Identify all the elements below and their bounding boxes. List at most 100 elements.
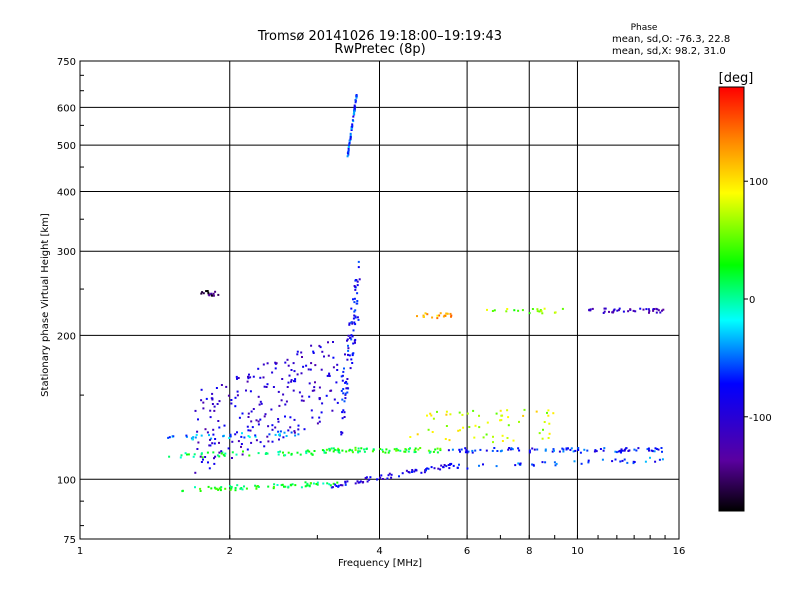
data-point	[346, 378, 349, 380]
data-point	[546, 411, 548, 414]
data-point	[351, 126, 354, 129]
data-point	[245, 389, 247, 392]
data-point	[622, 310, 625, 313]
data-point	[547, 414, 550, 417]
data-point	[473, 436, 476, 439]
data-point	[310, 362, 313, 365]
data-point	[439, 468, 442, 471]
data-point	[358, 278, 361, 281]
data-point	[284, 415, 286, 418]
data-point	[308, 395, 311, 398]
data-point	[272, 487, 275, 490]
data-point	[561, 447, 564, 450]
data-point	[507, 424, 510, 427]
data-point	[436, 447, 439, 450]
data-point	[202, 407, 205, 410]
data-point	[280, 484, 283, 487]
data-point	[229, 485, 231, 488]
data-point	[205, 397, 208, 400]
data-point	[536, 308, 539, 311]
data-point	[352, 298, 354, 301]
data-point	[231, 440, 234, 443]
data-point	[506, 437, 509, 439]
data-point	[210, 437, 213, 440]
data-point	[316, 422, 319, 425]
data-point	[580, 462, 583, 465]
data-point	[553, 449, 555, 452]
data-point	[500, 449, 503, 452]
data-point	[356, 300, 359, 302]
data-point	[294, 378, 297, 381]
data-point	[321, 449, 324, 452]
data-point	[462, 426, 465, 429]
data-point	[458, 463, 460, 466]
data-point	[247, 416, 250, 418]
data-point	[287, 451, 290, 454]
data-point	[357, 447, 360, 450]
data-point	[330, 486, 333, 489]
data-point	[393, 448, 396, 451]
data-point	[239, 487, 242, 490]
data-point	[307, 368, 310, 371]
data-point	[328, 449, 331, 452]
data-point	[342, 388, 345, 390]
data-point	[619, 460, 622, 463]
data-point	[289, 483, 292, 486]
data-point	[433, 467, 436, 470]
data-point	[536, 310, 539, 313]
data-point	[637, 447, 640, 450]
data-point	[290, 452, 293, 455]
data-point	[347, 153, 350, 156]
data-point	[279, 430, 282, 433]
data-point	[656, 308, 659, 311]
data-point	[347, 349, 350, 352]
data-point	[344, 397, 347, 400]
data-point	[577, 447, 580, 449]
data-point	[349, 137, 352, 140]
data-point	[552, 448, 555, 451]
data-point	[411, 469, 414, 471]
data-point	[349, 448, 351, 451]
data-point	[408, 471, 411, 474]
data-point	[333, 448, 336, 451]
data-point	[313, 386, 316, 389]
data-point	[350, 307, 353, 310]
data-point	[266, 362, 269, 365]
data-point	[493, 447, 496, 449]
data-point	[296, 350, 299, 353]
data-point	[387, 451, 390, 454]
data-point	[196, 430, 199, 433]
data-point	[207, 461, 209, 464]
data-point	[492, 435, 494, 438]
data-point	[501, 440, 504, 442]
data-point	[168, 436, 171, 439]
data-point	[414, 468, 417, 471]
data-point	[395, 447, 398, 450]
data-point	[450, 315, 452, 318]
data-point	[281, 483, 284, 486]
data-point	[539, 309, 542, 311]
data-point	[652, 308, 655, 311]
data-point	[277, 453, 280, 456]
data-point	[350, 338, 353, 341]
data-point	[250, 441, 253, 444]
data-point	[547, 437, 550, 439]
data-point	[350, 334, 353, 337]
data-point	[528, 451, 531, 454]
data-point	[298, 391, 301, 394]
data-point	[257, 452, 260, 455]
data-point	[346, 382, 349, 385]
data-point	[185, 434, 188, 437]
data-point	[216, 454, 219, 457]
data-point	[353, 321, 356, 324]
data-point	[348, 139, 351, 142]
data-point	[601, 458, 604, 461]
data-point	[215, 487, 218, 490]
data-point	[334, 483, 337, 486]
data-point	[352, 352, 355, 355]
data-point	[544, 461, 547, 464]
data-point	[202, 401, 205, 404]
data-point	[379, 448, 382, 450]
data-point	[281, 378, 284, 380]
data-point	[311, 453, 314, 456]
